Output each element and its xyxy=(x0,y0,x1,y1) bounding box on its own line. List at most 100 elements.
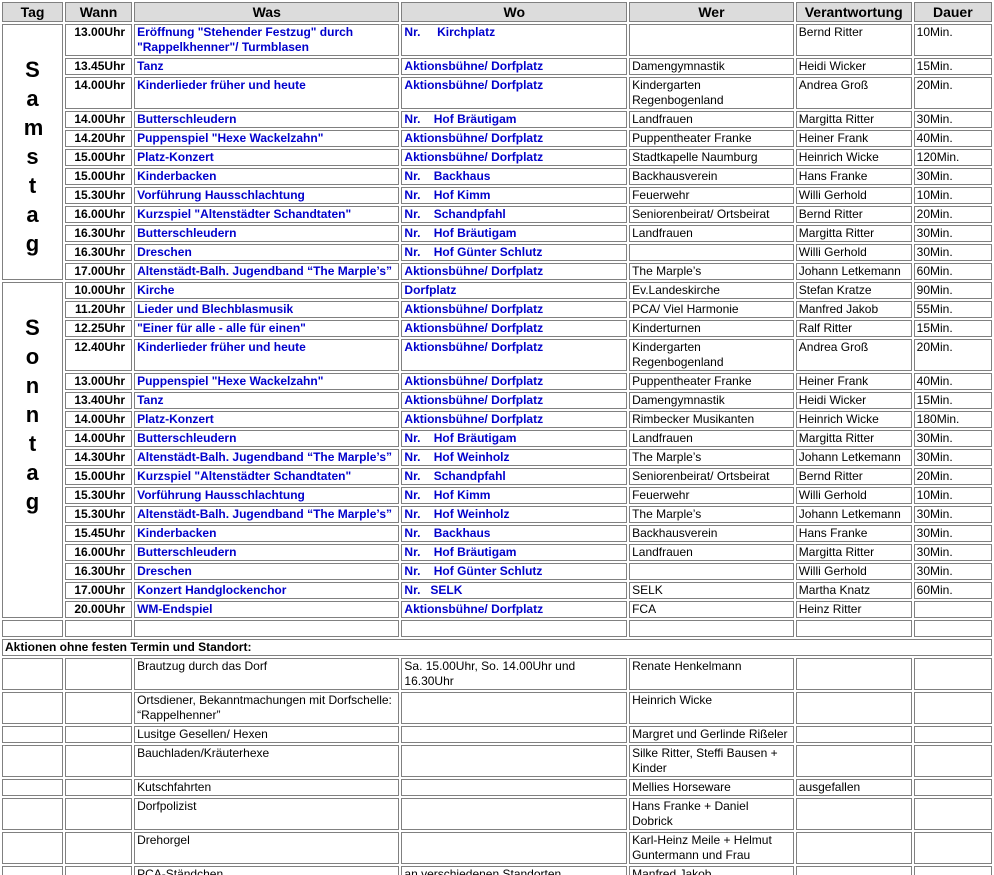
time-cell: 14.00Uhr xyxy=(64,111,133,128)
duration-cell: 60Min. xyxy=(913,582,992,599)
empty-cell xyxy=(913,866,992,875)
location-cell: Aktionsbühne/ Dorfplatz xyxy=(401,373,628,390)
duration-cell: 30Min. xyxy=(913,244,992,261)
group-cell: Landfrauen xyxy=(629,544,794,561)
event-cell: Vorführung Hausschlachtung xyxy=(134,187,400,204)
location-cell: an verschiedenen Standorten xyxy=(401,866,628,875)
event-cell: Dreschen xyxy=(134,244,400,261)
responsible-cell: Bernd Ritter xyxy=(795,206,912,223)
event-cell: Kinderlieder früher und heute xyxy=(134,339,400,371)
duration-cell: 20Min. xyxy=(913,77,992,109)
extra-row: Bauchladen/Kräuterhexe Silke Ritter, Stef… xyxy=(2,745,992,777)
column-header: Was xyxy=(134,2,400,22)
responsible-cell: Johann Letkemann xyxy=(795,506,912,523)
schedule-row: 16.30Uhr Dreschen Nr. Hof Günter Schlutz Wi… xyxy=(2,563,992,580)
location-cell: Nr. Hof Bräutigam xyxy=(401,430,628,447)
empty-cell xyxy=(2,658,63,690)
duration-cell: 90Min. xyxy=(913,282,992,299)
responsible-cell xyxy=(795,832,912,864)
empty-cell xyxy=(2,866,63,875)
duration-cell: 30Min. xyxy=(913,111,992,128)
schedule-row: 13.00Uhr Puppenspiel "Hexe Wackelzahn" Akt… xyxy=(2,373,992,390)
group-cell: Kinderturnen xyxy=(629,320,794,337)
location-cell xyxy=(401,726,628,743)
activity-cell: Drehorgel xyxy=(134,832,400,864)
schedule-row: 15.00Uhr Kinderbacken Nr. Backhaus Backhaus… xyxy=(2,168,992,185)
group-cell: Karl-Heinz Meile + Helmut Guntermann und… xyxy=(629,832,794,864)
duration-cell: 30Min. xyxy=(913,430,992,447)
schedule-row: 14.00Uhr Butterschleudern Nr. Hof Bräutiga… xyxy=(2,430,992,447)
time-cell: 17.00Uhr xyxy=(64,263,133,280)
duration-cell: 40Min. xyxy=(913,373,992,390)
schedule-row: 17.00Uhr Altenstädt-Balh. Jugendband “The… xyxy=(2,263,992,280)
empty-cell xyxy=(64,798,133,830)
responsible-cell: Manfred Jakob xyxy=(795,301,912,318)
activity-cell: Lusitge Gesellen/ Hexen xyxy=(134,726,400,743)
responsible-cell: Margitta Ritter xyxy=(795,430,912,447)
group-cell: Puppentheater Franke xyxy=(629,130,794,147)
responsible-cell xyxy=(795,866,912,875)
schedule-row: 16.30Uhr Dreschen Nr. Hof Günter Schlutz Wi… xyxy=(2,244,992,261)
group-cell: The Marple’s xyxy=(629,263,794,280)
responsible-cell: Heinz Ritter xyxy=(795,601,912,618)
location-cell: Nr. Hof Kimm xyxy=(401,187,628,204)
event-cell: Altenstädt-Balh. Jugendband “The Marple’… xyxy=(134,449,400,466)
event-cell: Eröffnung "Stehender Festzug" durch "Rap… xyxy=(134,24,400,56)
time-cell: 13.40Uhr xyxy=(64,392,133,409)
schedule-row: 11.20Uhr Lieder und Blechblasmusik Aktions… xyxy=(2,301,992,318)
time-cell: 14.30Uhr xyxy=(64,449,133,466)
responsible-cell xyxy=(795,692,912,724)
location-cell: Nr. Hof Günter Schlutz xyxy=(401,244,628,261)
column-header: Wo xyxy=(401,2,628,22)
time-cell: 15.30Uhr xyxy=(64,187,133,204)
group-cell: Stadtkapelle Naumburg xyxy=(629,149,794,166)
event-cell: Lieder und Blechblasmusik xyxy=(134,301,400,318)
responsible-cell: Heinrich Wicke xyxy=(795,149,912,166)
header-row: Tag Wann Was Wo Wer Verantwortung Dauer xyxy=(2,2,992,22)
time-cell: 10.00Uhr xyxy=(64,282,133,299)
event-cell: Puppenspiel "Hexe Wackelzahn" xyxy=(134,130,400,147)
event-cell: Dreschen xyxy=(134,563,400,580)
responsible-cell xyxy=(795,658,912,690)
day-cell: Samstag xyxy=(2,24,63,280)
empty-cell xyxy=(64,620,133,637)
empty-cell xyxy=(913,726,992,743)
time-cell: 16.30Uhr xyxy=(64,225,133,242)
responsible-cell: Margitta Ritter xyxy=(795,544,912,561)
empty-row xyxy=(2,620,992,637)
event-cell: Puppenspiel "Hexe Wackelzahn" xyxy=(134,373,400,390)
time-cell: 13.00Uhr xyxy=(64,373,133,390)
schedule-row: 12.40Uhr Kinderlieder früher und heute Akt… xyxy=(2,339,992,371)
group-cell: Damengymnastik xyxy=(629,392,794,409)
location-cell: Nr. Hof Bräutigam xyxy=(401,544,628,561)
event-cell: Platz-Konzert xyxy=(134,149,400,166)
day-label: Sonntag xyxy=(25,315,40,514)
time-cell: 20.00Uhr xyxy=(64,601,133,618)
location-cell: Nr. Hof Weinholz xyxy=(401,506,628,523)
time-cell: 12.40Uhr xyxy=(64,339,133,371)
responsible-cell: Martha Knatz xyxy=(795,582,912,599)
group-cell: Kindergarten Regenbogenland xyxy=(629,77,794,109)
schedule-row: 20.00Uhr WM-Endspiel Aktionsbühne/ Dorfpla… xyxy=(2,601,992,618)
activity-cell: Dorfpolizist xyxy=(134,798,400,830)
activity-cell: Brautzug durch das Dorf xyxy=(134,658,400,690)
duration-cell: 60Min. xyxy=(913,263,992,280)
empty-cell xyxy=(64,779,133,796)
duration-cell: 15Min. xyxy=(913,58,992,75)
location-cell: Nr. Hof Kimm xyxy=(401,487,628,504)
group-cell: Rimbecker Musikanten xyxy=(629,411,794,428)
empty-cell xyxy=(2,832,63,864)
empty-cell xyxy=(2,779,63,796)
group-cell: Puppentheater Franke xyxy=(629,373,794,390)
time-cell: 16.30Uhr xyxy=(64,563,133,580)
group-cell: Manfred Jakob xyxy=(629,866,794,875)
responsible-cell: Willi Gerhold xyxy=(795,244,912,261)
location-cell: Nr. Hof Günter Schlutz xyxy=(401,563,628,580)
group-cell: FCA xyxy=(629,601,794,618)
schedule-row: 15.30Uhr Vorführung Hausschlachtung Nr. Ho… xyxy=(2,487,992,504)
group-cell: Landfrauen xyxy=(629,111,794,128)
responsible-cell: Hans Franke xyxy=(795,525,912,542)
location-cell: Nr. Backhaus xyxy=(401,525,628,542)
group-cell: Backhausverein xyxy=(629,168,794,185)
schedule-row: 13.45Uhr Tanz Aktionsbühne/ Dorfplatz Damen… xyxy=(2,58,992,75)
